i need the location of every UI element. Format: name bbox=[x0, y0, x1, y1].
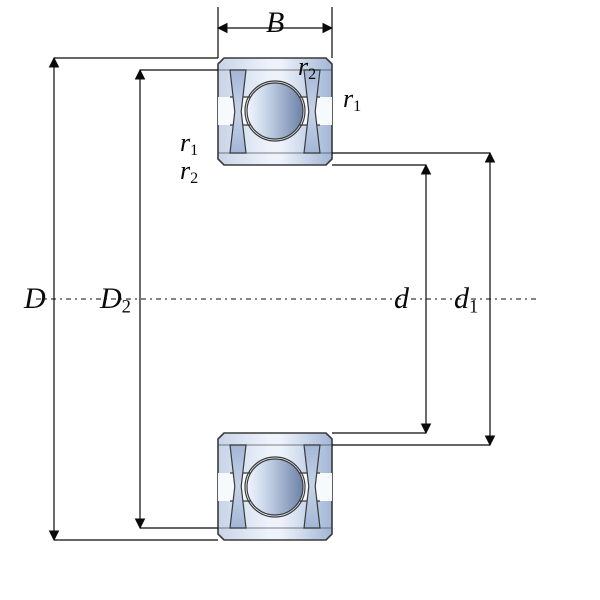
label-r2_bot: r2 bbox=[180, 158, 198, 187]
label-D: D bbox=[24, 284, 46, 314]
label-r1_top: r1 bbox=[343, 86, 361, 115]
label-d: d bbox=[394, 284, 409, 314]
label-d1: d1 bbox=[454, 284, 478, 317]
label-B: B bbox=[266, 8, 284, 38]
label-r2_top: r2 bbox=[298, 54, 316, 83]
label-r1_bot: r1 bbox=[180, 130, 198, 159]
label-D2: D2 bbox=[100, 284, 131, 317]
